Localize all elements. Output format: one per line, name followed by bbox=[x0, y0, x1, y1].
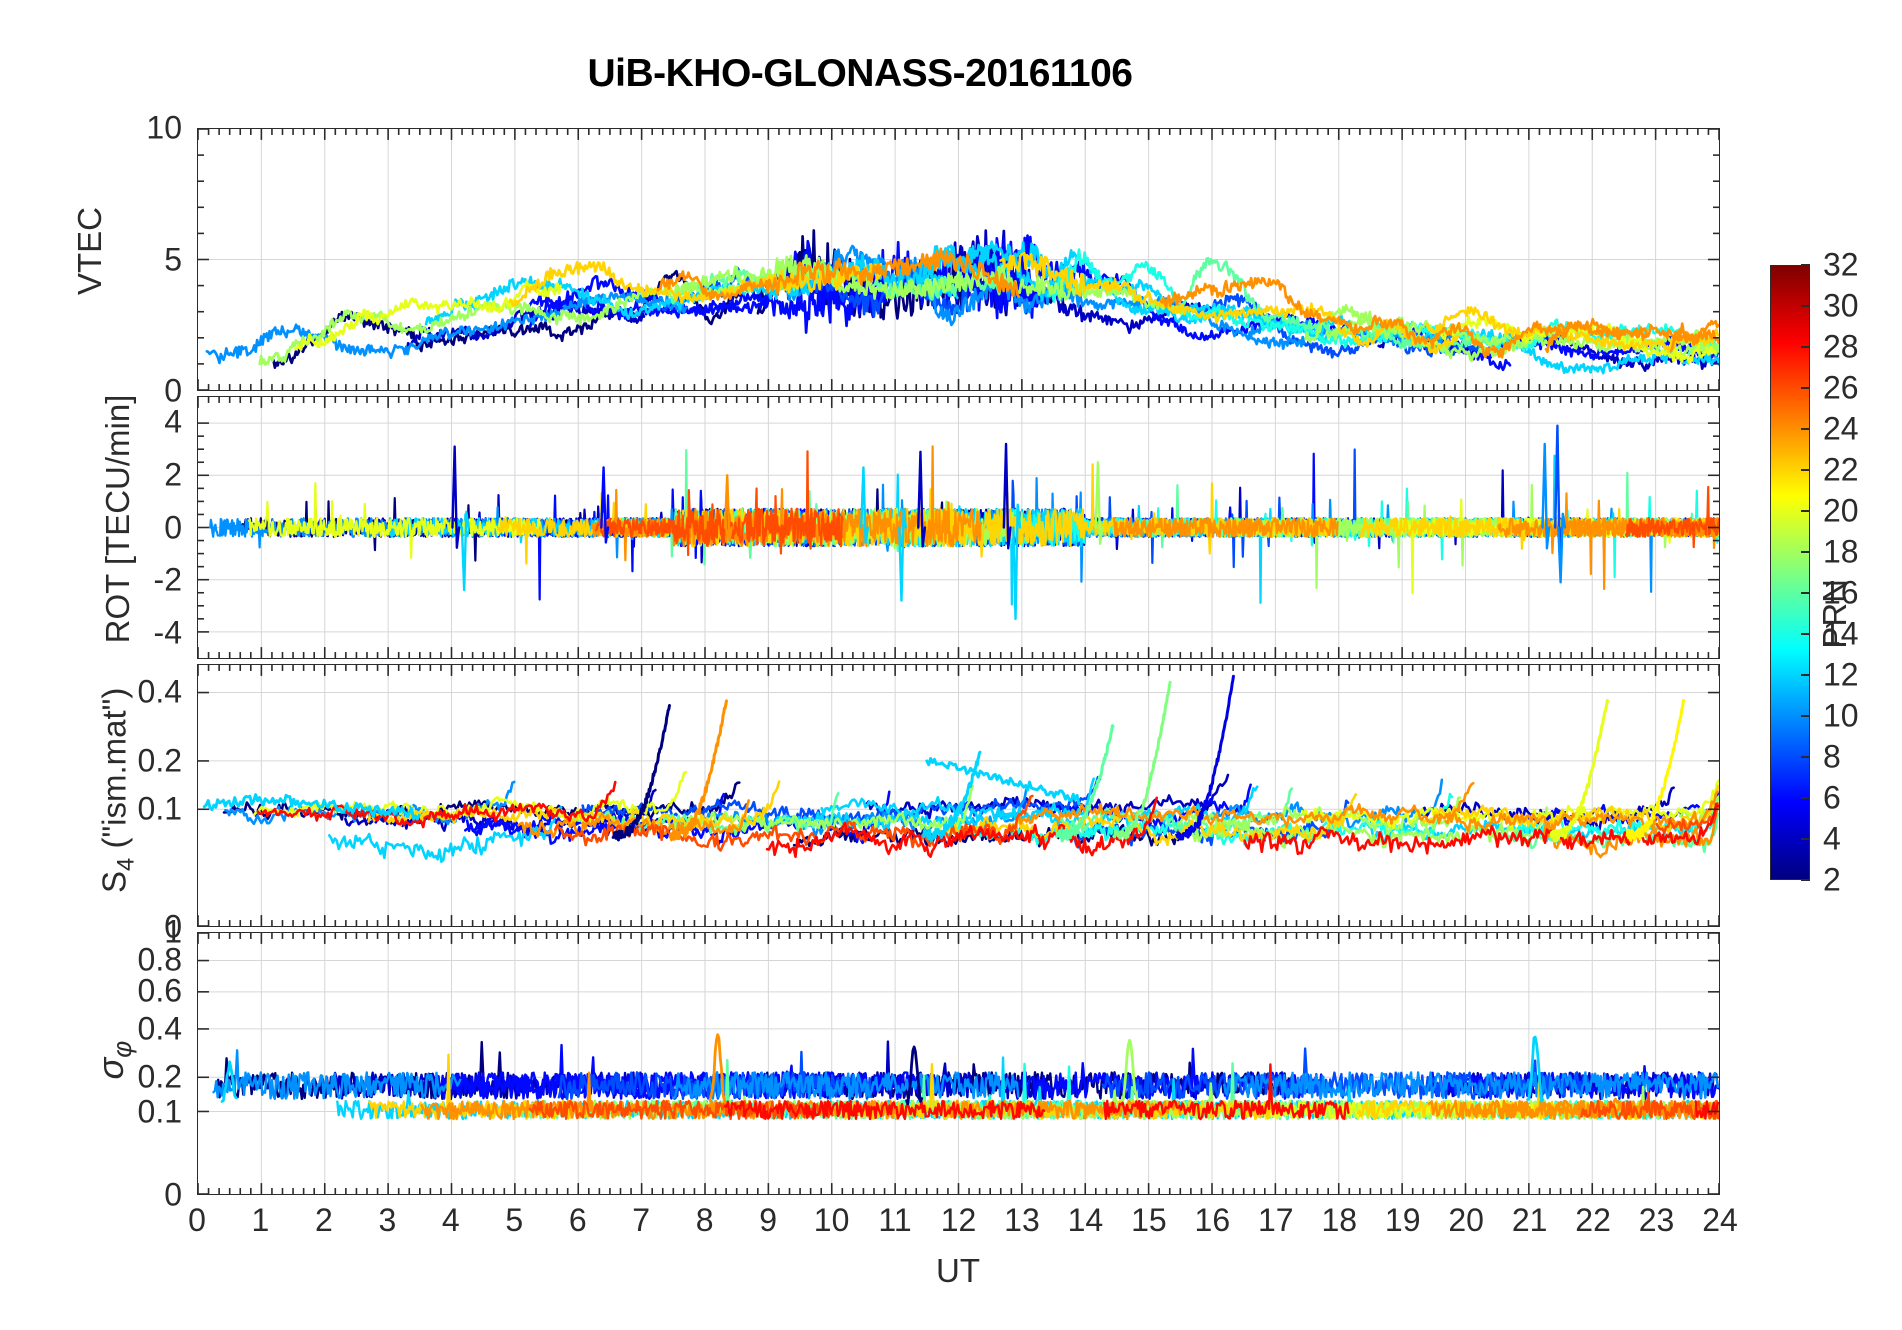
colorbar-tick-10: 10 bbox=[1823, 697, 1859, 734]
s4-ytick-0p1: 0.1 bbox=[137, 790, 182, 827]
x-axis-label: UT bbox=[936, 1252, 980, 1289]
xtick-18: 18 bbox=[1321, 1202, 1358, 1238]
colorbar-tick-16: 16 bbox=[1823, 574, 1859, 611]
vtec-ytick-5: 5 bbox=[164, 241, 182, 277]
sigma-phi-plot-area bbox=[198, 933, 1719, 1194]
xtick-15: 15 bbox=[1131, 1202, 1167, 1238]
s4-ytick-0p4: 0.4 bbox=[137, 673, 182, 710]
xtick-22: 22 bbox=[1575, 1202, 1611, 1238]
rot-ytick-neg2: -2 bbox=[153, 561, 182, 598]
colorbar-tick-20: 20 bbox=[1823, 492, 1859, 529]
s4-ytick-0p2: 0.2 bbox=[137, 742, 182, 779]
colorbar-tickmark-32 bbox=[1801, 264, 1810, 266]
colorbar-tickmark-2 bbox=[1801, 879, 1810, 881]
colorbar-tick-12: 12 bbox=[1823, 656, 1859, 693]
s4-ytick-0: 0 bbox=[164, 908, 182, 945]
sig-ytick-0p4: 0.4 bbox=[137, 1010, 182, 1047]
vtec-ytick-0: 0 bbox=[164, 372, 182, 409]
xtick-13: 13 bbox=[1004, 1202, 1040, 1238]
xtick-6: 6 bbox=[568, 1202, 587, 1238]
xtick-7: 7 bbox=[632, 1202, 651, 1238]
colorbar-tick-22: 22 bbox=[1823, 451, 1859, 488]
rot-ytick-0: 0 bbox=[164, 509, 182, 545]
colorbar-tick-26: 26 bbox=[1823, 369, 1859, 406]
xtick-1: 1 bbox=[251, 1202, 270, 1238]
colorbar-tick-8: 8 bbox=[1823, 738, 1841, 775]
xtick-20: 20 bbox=[1448, 1202, 1484, 1238]
sig-ytick-1: 1 bbox=[164, 913, 182, 950]
panel-rot bbox=[197, 396, 1720, 659]
colorbar-tickmark-8 bbox=[1801, 756, 1810, 758]
xtick-17: 17 bbox=[1257, 1202, 1294, 1238]
sig-ytick-0p2: 0.2 bbox=[137, 1058, 182, 1095]
colorbar-tickmark-6 bbox=[1801, 797, 1810, 799]
xtick-9: 9 bbox=[759, 1202, 778, 1238]
rot-ytick-4: 4 bbox=[164, 403, 182, 440]
prn-colorbar bbox=[1770, 265, 1810, 880]
xtick-10: 10 bbox=[813, 1202, 850, 1238]
xtick-3: 3 bbox=[378, 1202, 397, 1238]
colorbar-tickmark-24 bbox=[1801, 428, 1810, 430]
xtick-16: 16 bbox=[1194, 1202, 1231, 1238]
xtick-14: 14 bbox=[1067, 1202, 1104, 1238]
xtick-11: 11 bbox=[878, 1202, 912, 1238]
colorbar-tick-28: 28 bbox=[1823, 328, 1859, 365]
colorbar-tickmark-28 bbox=[1801, 346, 1810, 348]
colorbar-tick-4: 4 bbox=[1823, 820, 1841, 857]
colorbar-tickmark-12 bbox=[1801, 674, 1810, 676]
sig-ytick-0p8: 0.8 bbox=[137, 941, 182, 978]
sig-ytick-0p6: 0.6 bbox=[137, 972, 182, 1009]
vtec-plot-area bbox=[198, 129, 1719, 390]
s4-plot-area bbox=[198, 665, 1719, 926]
xtick-23: 23 bbox=[1638, 1202, 1675, 1238]
panel-s4 bbox=[197, 664, 1720, 927]
colorbar-tick-30: 30 bbox=[1823, 287, 1859, 324]
colorbar-tickmark-22 bbox=[1801, 469, 1810, 471]
sig-ytick-0p1: 0.1 bbox=[137, 1093, 182, 1130]
rot-plot-area bbox=[198, 397, 1719, 658]
xtick-2: 2 bbox=[315, 1202, 333, 1238]
xtick-12: 12 bbox=[940, 1202, 977, 1238]
xtick-8: 8 bbox=[695, 1202, 714, 1238]
colorbar-tickmark-10 bbox=[1801, 715, 1810, 717]
vtec-ytick-10: 10 bbox=[146, 109, 182, 146]
xtick-24: 24 bbox=[1702, 1202, 1738, 1238]
colorbar-tickmark-26 bbox=[1801, 387, 1810, 389]
xtick-0: 0 bbox=[188, 1202, 206, 1238]
colorbar-tickmark-18 bbox=[1801, 551, 1810, 553]
xtick-19: 19 bbox=[1384, 1202, 1421, 1238]
xtick-5: 5 bbox=[505, 1202, 524, 1238]
colorbar-tick-14: 14 bbox=[1823, 615, 1859, 652]
sig-ytick-0: 0 bbox=[164, 1176, 182, 1213]
panel-sigma-phi bbox=[197, 932, 1720, 1195]
rot-ytick-neg4: -4 bbox=[153, 614, 182, 651]
colorbar-tickmark-14 bbox=[1801, 633, 1810, 635]
xtick-4: 4 bbox=[441, 1202, 460, 1238]
colorbar-tick-6: 6 bbox=[1823, 779, 1841, 816]
colorbar-tickmark-30 bbox=[1801, 305, 1810, 307]
colorbar-tickmark-4 bbox=[1801, 838, 1810, 840]
colorbar-label: PRN bbox=[1815, 579, 1853, 649]
xtick-21: 21 bbox=[1511, 1202, 1548, 1238]
colorbar-tickmark-20 bbox=[1801, 510, 1810, 512]
panel-vtec bbox=[197, 128, 1720, 391]
colorbar-tick-2: 2 bbox=[1823, 861, 1841, 898]
colorbar-tickmark-16 bbox=[1801, 592, 1810, 594]
figure-title: UiB-KHO-GLONASS-20161106 bbox=[587, 52, 1133, 95]
colorbar-tick-18: 18 bbox=[1823, 533, 1859, 570]
colorbar-tick-32: 32 bbox=[1823, 246, 1859, 283]
colorbar-tick-24: 24 bbox=[1823, 410, 1859, 447]
rot-ytick-2: 2 bbox=[164, 456, 182, 493]
